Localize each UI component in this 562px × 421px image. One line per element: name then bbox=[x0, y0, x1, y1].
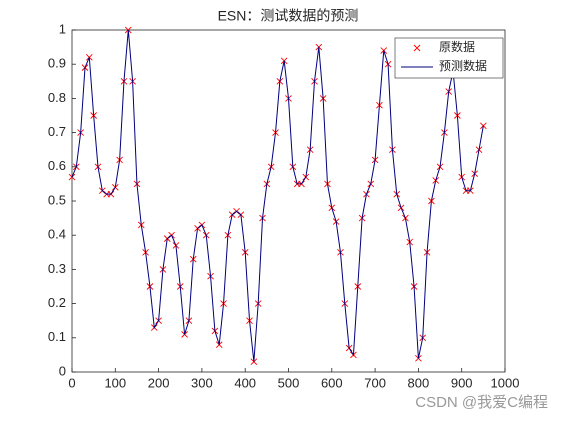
legend-label: 预测数据 bbox=[439, 58, 487, 73]
x-tick-label: 500 bbox=[278, 375, 300, 390]
legend-label: 原数据 bbox=[439, 39, 475, 54]
x-tick-label: 200 bbox=[148, 375, 170, 390]
y-tick-label: 0 bbox=[59, 363, 66, 378]
legend-swatch bbox=[413, 44, 421, 52]
x-tick-label: 600 bbox=[321, 375, 343, 390]
chart-title: ESN：测试数据的预测 bbox=[218, 8, 359, 24]
y-tick-label: 0.7 bbox=[48, 124, 66, 139]
watermark: CSDN @我爱C编程 bbox=[415, 394, 548, 411]
x-tick-label: 800 bbox=[408, 375, 430, 390]
y-tick-label: 0.1 bbox=[48, 329, 66, 344]
x-tick-label: 0 bbox=[68, 375, 75, 390]
x-tick-label: 900 bbox=[451, 375, 473, 390]
y-tick-label: 0.9 bbox=[48, 56, 66, 71]
x-tick-label: 400 bbox=[234, 375, 256, 390]
y-tick-label: 0.2 bbox=[48, 295, 66, 310]
data-line bbox=[71, 29, 484, 362]
x-tick-label: 300 bbox=[191, 375, 213, 390]
legend-box bbox=[394, 37, 504, 79]
x-tick-label: 700 bbox=[364, 375, 386, 390]
y-tick-label: 0.5 bbox=[48, 192, 66, 207]
y-tick-label: 0.6 bbox=[48, 158, 66, 173]
y-tick-label: 0.4 bbox=[48, 227, 66, 242]
x-tick-label: 100 bbox=[104, 375, 126, 390]
y-tick-label: 1 bbox=[59, 21, 66, 36]
axes-box bbox=[71, 29, 506, 373]
y-tick-label: 0.8 bbox=[48, 90, 66, 105]
x-tick-label: 1000 bbox=[491, 375, 520, 390]
y-tick-label: 0.3 bbox=[48, 261, 66, 276]
